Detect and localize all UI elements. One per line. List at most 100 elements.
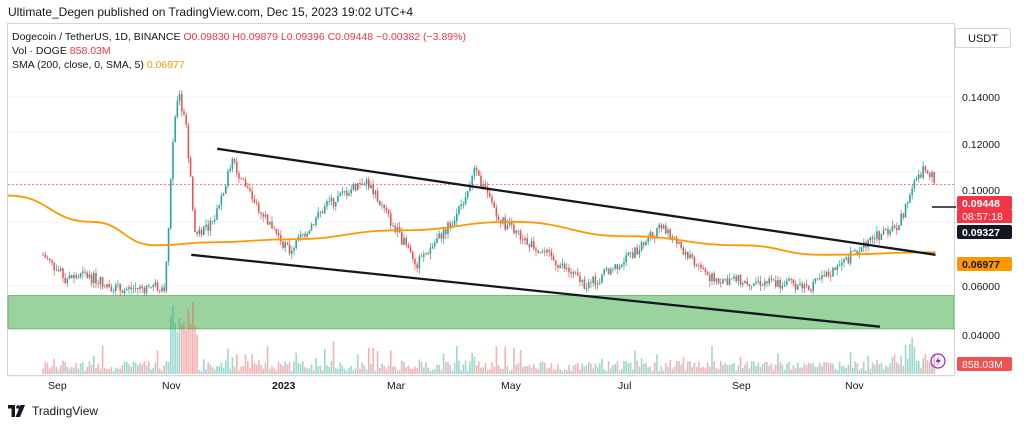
candle-body bbox=[517, 230, 520, 232]
volume-label: Vol · DOGE bbox=[12, 45, 67, 57]
volume-bar bbox=[561, 370, 564, 374]
candle-body bbox=[504, 217, 506, 230]
legend-symbol-row[interactable]: Dogecoin / TetherUS, 1D, BINANCE O0.0983… bbox=[12, 31, 466, 43]
price-tick: 0.12000 bbox=[962, 139, 1000, 151]
volume-bar bbox=[552, 369, 555, 374]
volume-bar bbox=[99, 368, 102, 374]
candle-body bbox=[295, 240, 297, 248]
volume-bar bbox=[559, 369, 561, 374]
candle-body bbox=[559, 265, 561, 268]
volume-bar bbox=[587, 361, 590, 374]
candle-body bbox=[818, 278, 821, 280]
candle-body bbox=[326, 201, 328, 207]
volume-bar bbox=[326, 365, 328, 374]
volume-bar bbox=[167, 361, 170, 374]
chart-frame[interactable] bbox=[7, 23, 955, 376]
volume-bar bbox=[761, 364, 764, 374]
support-zone[interactable] bbox=[7, 295, 955, 330]
volume-bar bbox=[332, 341, 335, 374]
volume-bar bbox=[693, 362, 696, 374]
legend-volume-row[interactable]: Vol · DOGE 858.03M bbox=[12, 45, 111, 57]
volume-bar bbox=[429, 370, 432, 374]
volume-bar bbox=[662, 370, 665, 374]
volume-bar bbox=[330, 361, 333, 374]
volume-bar bbox=[810, 363, 812, 374]
currency-button[interactable]: USDT bbox=[955, 28, 1011, 48]
candle-body bbox=[79, 273, 82, 277]
volume-bar bbox=[202, 359, 205, 374]
volume-bar bbox=[97, 364, 99, 374]
volume-bar bbox=[312, 370, 315, 374]
candle-body bbox=[48, 258, 51, 261]
volume-bar bbox=[161, 370, 163, 374]
volume-bar bbox=[315, 358, 317, 374]
candle-body bbox=[812, 281, 814, 292]
candle-body bbox=[647, 236, 649, 242]
candle-body bbox=[726, 278, 729, 285]
candle-body bbox=[724, 278, 726, 280]
candle-body bbox=[110, 287, 113, 292]
volume-bar bbox=[295, 352, 297, 374]
volume-bar bbox=[794, 368, 797, 374]
volume-bar bbox=[499, 368, 502, 374]
candle-body bbox=[928, 173, 931, 177]
volume-bar bbox=[680, 364, 682, 374]
volume-bar bbox=[873, 364, 876, 374]
candle-body bbox=[339, 192, 341, 196]
candle-body bbox=[889, 230, 891, 235]
candle-body bbox=[288, 244, 291, 254]
candle-body bbox=[741, 283, 744, 285]
countdown-label: 08:57:18 bbox=[962, 211, 1003, 223]
volume-bar bbox=[365, 369, 368, 374]
time-tick: Nov bbox=[162, 380, 181, 392]
candle-body bbox=[216, 208, 218, 220]
candle-body bbox=[880, 233, 883, 240]
lightning-icon[interactable] bbox=[930, 353, 946, 369]
candle-body bbox=[436, 238, 438, 244]
candle-body bbox=[922, 166, 924, 178]
candle-body bbox=[231, 158, 234, 169]
candle-body bbox=[686, 251, 689, 259]
candle-body bbox=[449, 222, 451, 227]
time-axis[interactable]: Sep Nov 2023 Mar May Jul Sep Nov bbox=[48, 380, 864, 392]
upper-trendline[interactable] bbox=[217, 147, 936, 256]
candle-body bbox=[656, 228, 658, 239]
volume-bar bbox=[744, 364, 746, 374]
volume-bar bbox=[513, 347, 515, 374]
volume-bar bbox=[218, 366, 220, 374]
volume-bar bbox=[301, 361, 304, 374]
candle-body bbox=[286, 242, 289, 245]
volume-bar bbox=[163, 365, 165, 374]
volume-bar bbox=[185, 330, 187, 374]
lower-trendline[interactable] bbox=[191, 253, 881, 328]
legend-sma-row[interactable]: SMA (200, close, 0, SMA, 5) 0.06977 bbox=[12, 59, 185, 71]
price-axis[interactable]: 0.14000 0.12000 0.10000 0.06000 0.04000 … bbox=[930, 92, 1012, 371]
candle-body bbox=[53, 262, 55, 271]
volume-bar bbox=[455, 345, 458, 374]
volume-bar bbox=[645, 362, 647, 374]
volume-bar bbox=[904, 344, 907, 374]
volume-bar bbox=[132, 361, 135, 374]
candle-body bbox=[757, 280, 759, 282]
candle-body bbox=[535, 248, 537, 251]
candle-body bbox=[733, 276, 735, 279]
candle-body bbox=[836, 265, 839, 270]
symbol-name[interactable]: Dogecoin / TetherUS, 1D, BINANCE bbox=[12, 31, 181, 43]
candle-body bbox=[876, 231, 878, 239]
volume-bar bbox=[222, 367, 225, 374]
volume-bar bbox=[620, 369, 623, 374]
candle-body bbox=[752, 283, 755, 286]
volume-bar bbox=[845, 367, 847, 374]
volume-bar bbox=[656, 354, 658, 374]
volume-bar bbox=[141, 363, 143, 374]
footer-brand[interactable]: TradingView bbox=[8, 404, 98, 418]
candle-body bbox=[51, 260, 53, 263]
volume-bar bbox=[515, 364, 517, 374]
candle-body bbox=[308, 230, 311, 234]
candle-body bbox=[634, 247, 636, 259]
candle-body bbox=[761, 285, 764, 287]
candle-body bbox=[933, 171, 935, 183]
candle-body bbox=[229, 168, 231, 171]
candle-body bbox=[328, 201, 330, 202]
